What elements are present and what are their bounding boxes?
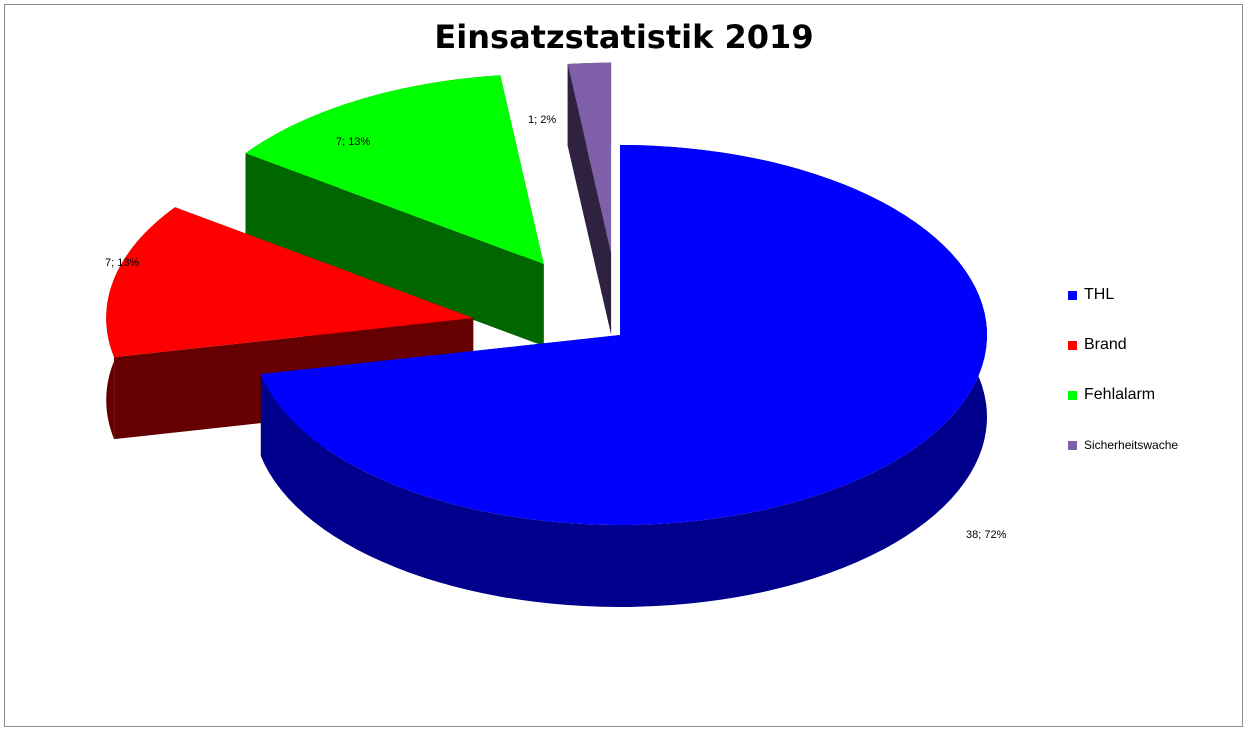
pie-slice-fehlalarm	[245, 75, 544, 264]
legend-label-sicherheitswache: Sicherheitswache	[1084, 438, 1179, 452]
legend-item-fehlalarm: Fehlalarm	[1068, 386, 1155, 404]
legend-item-brand: Brand	[1068, 336, 1127, 354]
data-label-thl: 38; 72%	[966, 529, 1007, 541]
legend-swatch-fehlalarm	[1068, 390, 1077, 400]
chart-title-text: Einsatzstatistik 2019	[434, 18, 814, 56]
data-label-brand: 7; 13%	[105, 257, 139, 269]
pie-slice-brand	[106, 207, 474, 358]
pie-slice-thl	[260, 145, 988, 525]
legend-label-thl: THL	[1084, 286, 1115, 303]
legend-label-fehlalarm: Fehlalarm	[1084, 386, 1156, 403]
data-label-fehlalarm: 7; 13%	[336, 136, 370, 148]
legend-item-thl: THL	[1068, 286, 1114, 304]
pie-slice-sicherheitswache	[567, 62, 612, 253]
legend-swatch-sicherheitswache	[1068, 440, 1077, 450]
legend-swatch-thl	[1068, 290, 1077, 300]
data-label-sicherheitswache: 1; 2%	[528, 114, 556, 126]
legend-label-brand: Brand	[1084, 336, 1127, 353]
data-labels: 38; 72% 7; 13% 7; 13% 1; 2%	[105, 114, 1007, 541]
legend-item-sicherheitswache: Sicherheitswache	[1068, 438, 1178, 452]
pie-side-wall-fehlalarm	[245, 153, 544, 346]
chart-title: Einsatzstatistik 2019	[0, 18, 1248, 56]
pie-tops	[106, 62, 988, 525]
legend-swatch-brand	[1068, 340, 1077, 350]
